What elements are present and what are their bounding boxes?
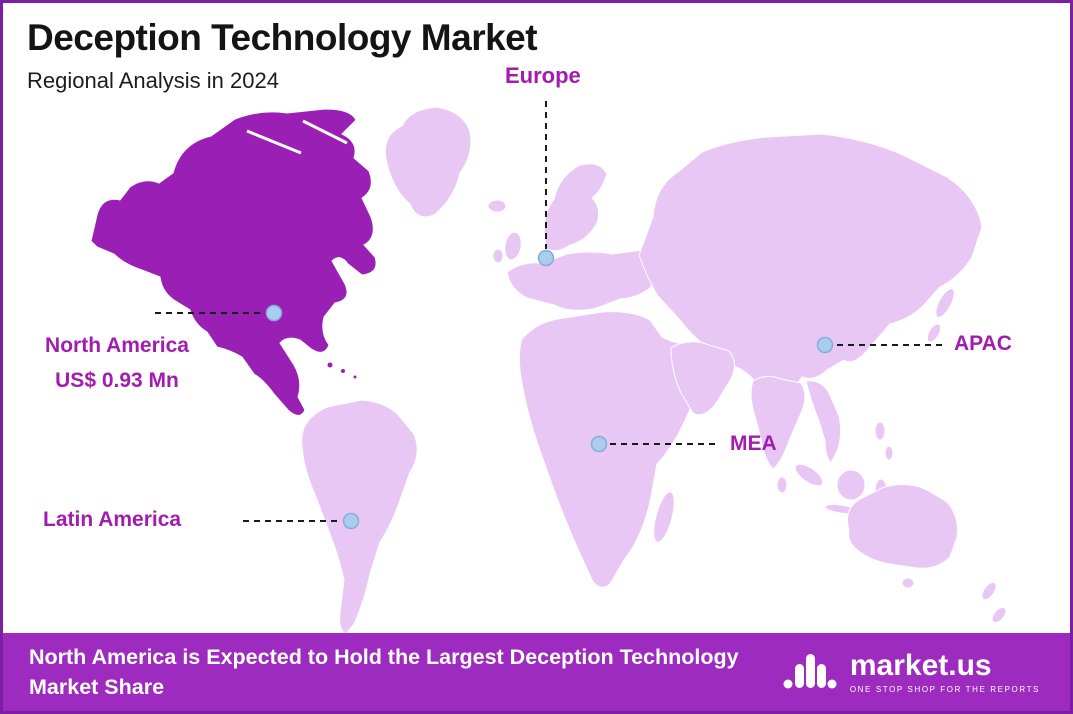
label-north-america: North America US$ 0.93 Mn xyxy=(11,329,223,398)
map-region-australia xyxy=(846,484,1007,624)
map-region-greenland xyxy=(384,106,472,218)
marker-apac xyxy=(816,336,834,354)
brand-tagline: ONE STOP SHOP FOR THE REPORTS xyxy=(849,684,1040,694)
label-latin-america: Latin America xyxy=(43,508,182,531)
page-title: Deception Technology Market xyxy=(27,17,538,58)
footer-headline: North America is Expected to Hold the La… xyxy=(29,644,739,699)
market-us-logo-icon xyxy=(783,654,837,689)
label-north-america-name: North America xyxy=(45,334,189,357)
marker-latin-america xyxy=(342,512,360,530)
label-apac: APAC xyxy=(954,332,1012,355)
footer-banner: North America is Expected to Hold the La… xyxy=(3,633,1070,711)
page-subtitle: Regional Analysis in 2024 xyxy=(27,67,279,93)
label-europe: Europe xyxy=(505,63,581,88)
header: Deception Technology Market Regional Ana… xyxy=(27,17,538,94)
marker-north-america xyxy=(265,304,283,322)
brand: market.us ONE STOP SHOP FOR THE REPORTS xyxy=(782,650,1040,694)
world-map xyxy=(90,101,1007,635)
brand-text: market.us ONE STOP SHOP FOR THE REPORTS xyxy=(849,648,1040,694)
map-region-africa xyxy=(518,311,705,588)
map-region-europe xyxy=(487,163,662,311)
brand-name: market.us xyxy=(849,648,992,682)
map-region-north-america xyxy=(90,108,377,416)
label-mea: MEA xyxy=(730,432,777,455)
map-region-south-america xyxy=(301,399,418,635)
label-north-america-value: US$ 0.93 Mn xyxy=(55,368,179,392)
marker-europe xyxy=(537,249,555,267)
map-region-asia xyxy=(638,133,983,524)
marker-mea xyxy=(590,435,608,453)
connector-lines xyxy=(155,101,943,522)
